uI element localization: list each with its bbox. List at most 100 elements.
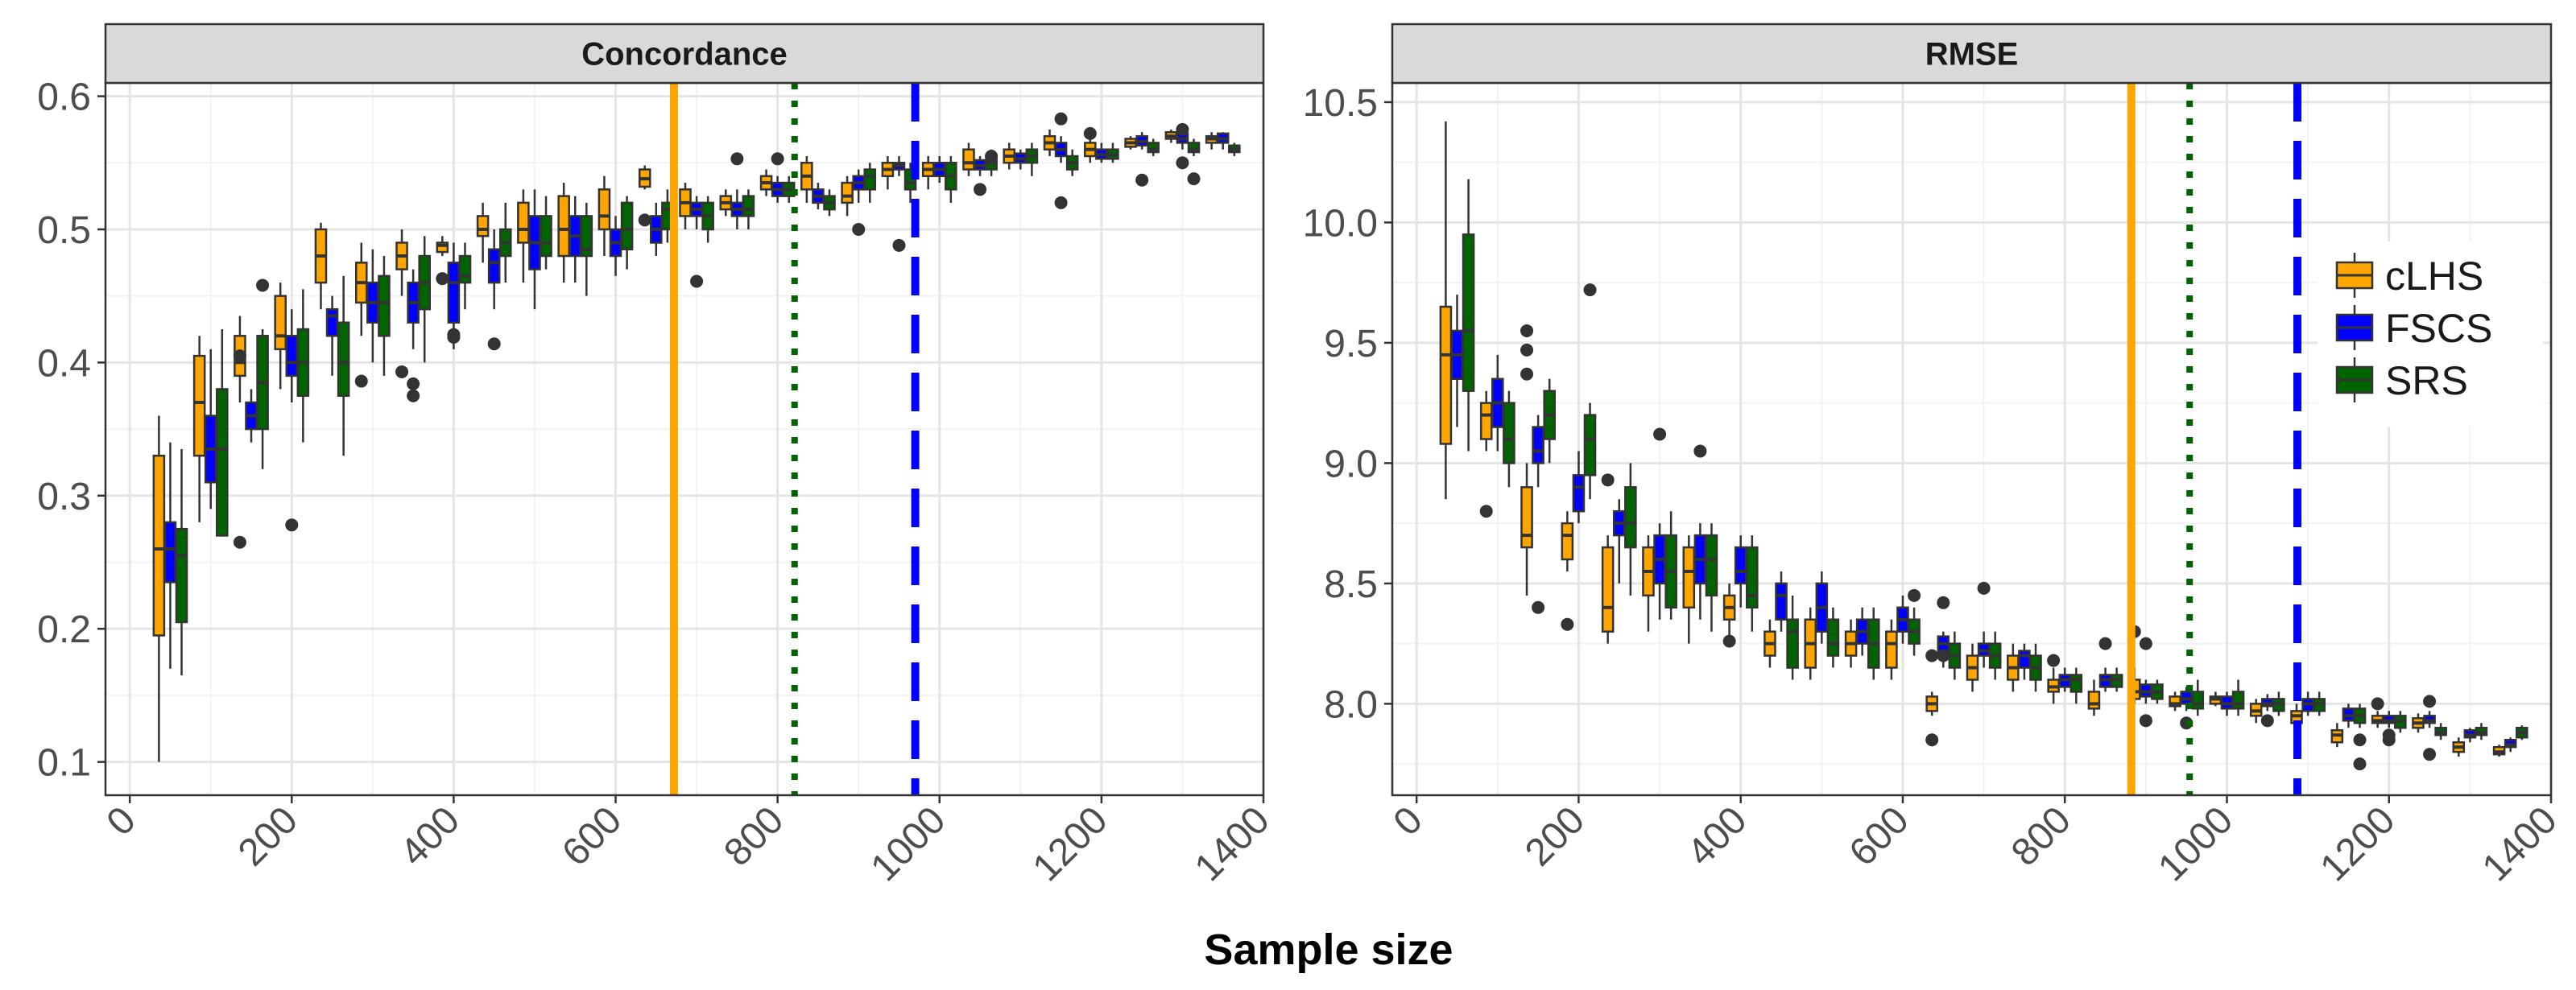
box-cLHS <box>517 189 530 283</box>
box-SRS <box>1543 378 1557 464</box>
box-body <box>436 241 449 254</box>
box-body <box>285 335 299 377</box>
box-SRS <box>216 329 229 537</box>
box-body <box>152 454 166 637</box>
box-body <box>1885 630 1898 669</box>
box-FSCS <box>407 269 420 349</box>
outlier-point <box>2098 637 2112 650</box>
outlier-point <box>638 213 651 227</box>
rmse-panel: RMSE 8.0 8.5 9.0 9.5 10.0 10.5 0 200 400 600 800 100… <box>1303 23 2566 889</box>
box-cLHS <box>192 336 206 522</box>
outlier-point <box>2139 637 2152 650</box>
outlier-point <box>1479 505 1493 518</box>
y-tick-label: 9.0 <box>1324 443 1378 485</box>
outlier-point <box>1722 634 1736 648</box>
x-tick-label: 600 <box>1842 798 1917 874</box>
box-SRS <box>1826 607 1840 668</box>
box-body <box>1532 426 1544 464</box>
box-SRS <box>1624 463 1637 596</box>
legend-label: cLHS <box>2385 254 2483 299</box>
outlier-point <box>1937 596 1950 609</box>
box-SRS <box>1106 142 1119 163</box>
box-body <box>2191 691 2205 710</box>
box-FSCS <box>1014 149 1028 170</box>
box-body <box>580 215 593 258</box>
box-cLHS <box>1479 390 1493 452</box>
x-tick-label: 400 <box>1679 798 1755 874</box>
box-SRS <box>2110 667 2123 692</box>
outlier-point <box>285 518 299 532</box>
outlier-point <box>2382 728 2396 742</box>
box-body <box>1572 474 1586 513</box>
box-cLHS <box>1966 643 1979 692</box>
box-FSCS <box>1612 499 1626 584</box>
box-FSCS <box>730 189 744 229</box>
outlier-point <box>1908 588 1921 602</box>
outlier-point <box>1176 156 1189 170</box>
box-body <box>517 201 530 244</box>
x-tick-label: 1400 <box>2475 798 2566 889</box>
box-body <box>1746 546 1759 609</box>
outlier-point <box>1937 649 1950 662</box>
outlier-point <box>690 274 704 288</box>
box-cLHS <box>314 222 328 310</box>
outlier-point <box>233 535 246 549</box>
box-SRS <box>175 448 188 676</box>
box-SRS <box>1583 402 1597 500</box>
box-body <box>274 295 287 351</box>
box-SRS <box>2272 691 2285 716</box>
box-body <box>175 527 188 624</box>
y-tick-label: 10.5 <box>1303 82 1378 125</box>
outlier-point <box>2353 757 2367 771</box>
box-cLHS <box>1722 583 1736 644</box>
outlier-point <box>1135 173 1149 187</box>
box-SRS <box>2029 643 2042 692</box>
box-SRS <box>1908 607 1921 656</box>
box-body <box>2231 691 2245 710</box>
box-cLHS <box>1205 132 1218 150</box>
box-body <box>1826 618 1840 657</box>
outlier-point <box>407 389 420 402</box>
box-FSCS <box>1775 571 1788 632</box>
box-FSCS <box>1054 136 1068 163</box>
box-FSCS <box>1572 451 1586 524</box>
box-FSCS <box>932 155 946 184</box>
legend-item-FSCS: FSCS <box>2335 305 2492 351</box>
box-FSCS <box>892 155 906 176</box>
box-SRS <box>2191 679 2205 716</box>
box-cLHS <box>759 169 773 196</box>
box-cLHS <box>1520 463 1533 596</box>
box-FSCS <box>2098 667 2112 692</box>
outlier-point <box>1054 196 1068 209</box>
box-body <box>1462 233 1475 392</box>
outlier-point <box>1532 600 1545 614</box>
box-SRS <box>2069 667 2083 704</box>
box-FSCS <box>650 202 663 257</box>
outlier-point <box>1561 617 1574 631</box>
box-FSCS <box>1135 132 1148 150</box>
box-FSCS <box>2504 737 2517 753</box>
box-body <box>337 321 350 397</box>
strip <box>104 23 1265 85</box>
box-body <box>1561 522 1574 561</box>
box-cLHS <box>1561 511 1574 571</box>
box-cLHS <box>354 242 368 336</box>
outlier-point <box>2260 714 2274 728</box>
outlier-point <box>233 349 246 363</box>
box-body <box>192 354 206 457</box>
box-cLHS <box>1601 535 1615 644</box>
box-SRS <box>458 242 472 310</box>
box-cLHS <box>1885 619 1898 680</box>
outlier-point <box>2423 695 2437 708</box>
outlier-point <box>1601 473 1615 487</box>
box-cLHS <box>2412 713 2425 733</box>
box-SRS <box>296 289 310 443</box>
outlier-point <box>2423 748 2437 761</box>
box-FSCS <box>245 389 258 443</box>
box-body <box>2018 650 2031 669</box>
box-body <box>1775 582 1788 621</box>
x-tick-label: 600 <box>554 798 630 874</box>
box-body <box>1734 546 1747 585</box>
y-tick-label: 9.5 <box>1324 323 1378 365</box>
box-body <box>2087 691 2101 710</box>
